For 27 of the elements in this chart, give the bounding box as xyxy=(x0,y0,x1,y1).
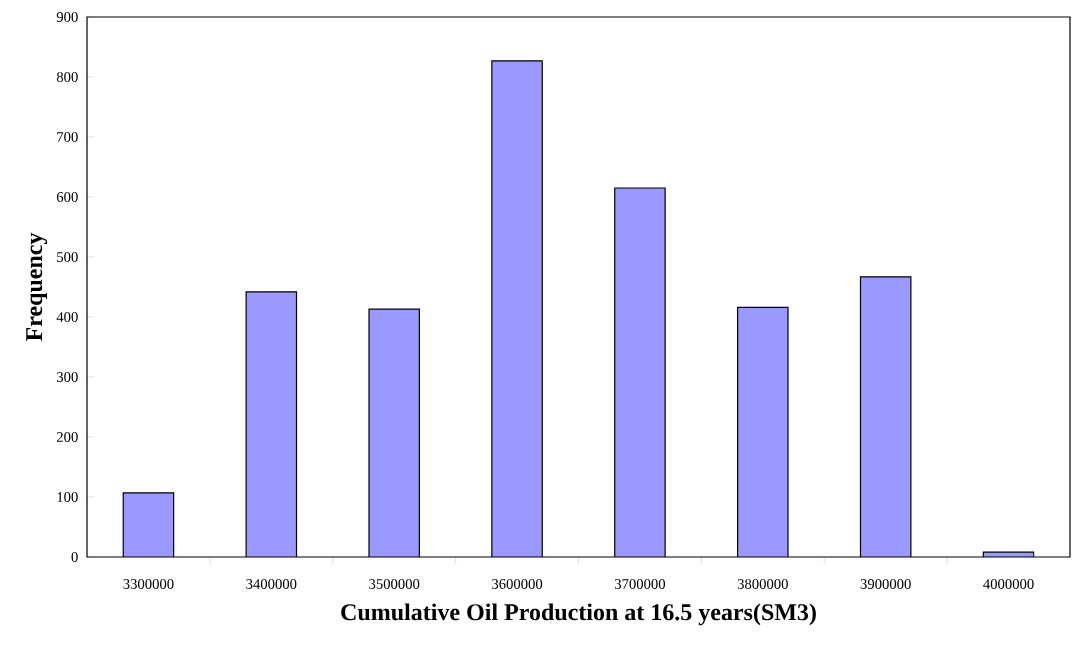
y-tick-label: 700 xyxy=(57,132,78,142)
bar xyxy=(368,308,420,557)
y-tick-label: 900 xyxy=(56,12,78,22)
x-tick-label: 3400000 xyxy=(246,579,297,589)
bar xyxy=(491,60,543,557)
x-tick-label: 4000000 xyxy=(983,579,1034,589)
x-tick-label: 3900000 xyxy=(860,579,911,589)
y-tick-label: 800 xyxy=(56,72,78,82)
bar xyxy=(122,492,175,557)
x-tick-label: 3300000 xyxy=(123,579,174,589)
x-tick-label: 3700000 xyxy=(614,579,666,589)
y-tick-label: 300 xyxy=(57,372,78,382)
bar xyxy=(245,291,298,557)
y-tick-label: 400 xyxy=(56,312,78,322)
y-tick-label: 600 xyxy=(56,192,78,202)
bar xyxy=(859,276,912,557)
y-tick-label: 100 xyxy=(57,492,78,502)
bar xyxy=(737,306,789,557)
y-tick-label: 0 xyxy=(71,552,78,562)
x-axis-title: Cumulative Oil Production at 16.5 years(SM3) xyxy=(341,603,816,626)
bar xyxy=(614,187,666,557)
x-tick-label: 3500000 xyxy=(369,579,420,589)
y-tick-label: 500 xyxy=(57,252,78,262)
x-tick-label: 3600000 xyxy=(492,579,543,589)
y-axis-title: Frequency xyxy=(26,232,48,342)
x-tick-label: 3800000 xyxy=(737,579,788,589)
y-tick-label: 200 xyxy=(56,432,78,442)
